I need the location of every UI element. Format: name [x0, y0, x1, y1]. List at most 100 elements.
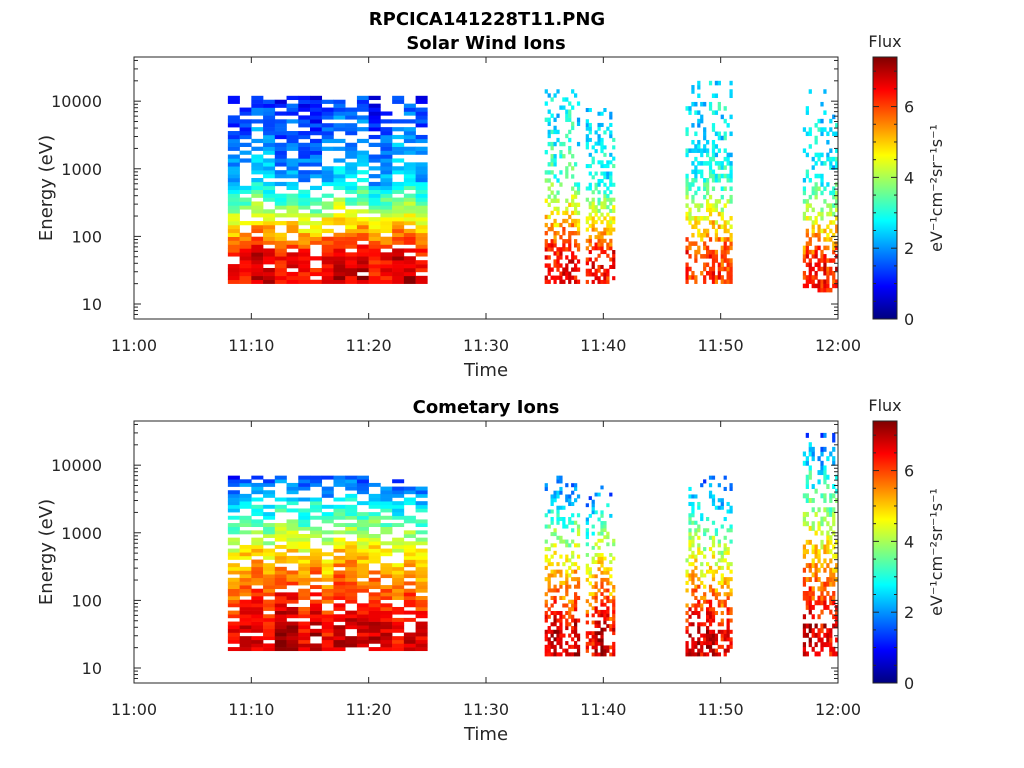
heatmap-cell	[826, 549, 830, 555]
heatmap-cell	[694, 584, 698, 589]
heatmap-cell	[594, 634, 598, 639]
heatmap-cell	[415, 614, 428, 619]
heatmap-cell	[808, 127, 812, 132]
heatmap-cell	[708, 156, 713, 162]
heatmap-cell	[588, 631, 592, 636]
heatmap-cell	[808, 442, 812, 448]
heatmap-cell	[609, 624, 613, 628]
heatmap-cell	[694, 565, 698, 570]
heatmap-cell	[691, 194, 695, 200]
heatmap-cell	[826, 591, 830, 596]
heatmap-cell	[392, 610, 405, 615]
heatmap-cell	[547, 255, 551, 260]
heatmap-cell	[559, 644, 563, 649]
heatmap-cell	[823, 623, 827, 629]
heatmap-cell	[688, 148, 692, 153]
heatmap-cell	[723, 237, 727, 242]
heatmap-cell	[392, 150, 405, 155]
heatmap-cell	[550, 198, 554, 203]
heatmap-cell	[612, 556, 616, 561]
heatmap-cell	[356, 248, 369, 253]
heatmap-cell	[609, 201, 613, 206]
heatmap-cell	[286, 119, 299, 124]
heatmap-cell	[345, 588, 358, 593]
heatmap-cell	[708, 629, 713, 634]
heatmap-cell	[714, 207, 719, 213]
heatmap-cell	[298, 146, 311, 151]
heatmap-cell	[688, 516, 692, 522]
heatmap-cell	[298, 537, 311, 542]
heatmap-cell	[333, 555, 346, 560]
heatmap-cell	[832, 165, 836, 170]
heatmap-cell	[562, 505, 566, 510]
heatmap-cell	[345, 643, 358, 648]
heatmap-cell	[591, 585, 595, 589]
heatmap-cell	[568, 558, 572, 563]
heatmap-cell	[251, 205, 264, 210]
heatmap-cell	[817, 628, 821, 634]
heatmap-cell	[723, 279, 727, 284]
heatmap-cell	[594, 624, 598, 628]
heatmap-cell	[298, 142, 311, 147]
heatmap-cell	[556, 562, 560, 567]
heatmap-cell	[274, 232, 287, 237]
heatmap-cell	[559, 182, 563, 187]
heatmap-cell	[392, 260, 405, 265]
heatmap-cell	[609, 130, 613, 135]
heatmap-cell	[263, 636, 276, 641]
heatmap-cell	[597, 160, 601, 165]
heatmap-cell	[612, 257, 616, 262]
heatmap-cell	[829, 270, 833, 276]
heatmap-cell	[298, 581, 311, 586]
heatmap-cell	[415, 555, 428, 560]
heatmap-cell	[298, 99, 311, 104]
heatmap-cell	[403, 201, 416, 206]
heatmap-cell	[251, 252, 264, 257]
heatmap-cell	[571, 626, 575, 631]
heatmap-cell	[820, 152, 824, 158]
heatmap-cell	[574, 231, 578, 236]
heatmap-cell	[286, 610, 299, 615]
heatmap-cell	[298, 252, 311, 257]
heatmap-cell	[720, 584, 724, 589]
heatmap-cell	[310, 267, 323, 273]
heatmap-cell	[576, 644, 581, 649]
heatmap-cell	[594, 542, 598, 547]
heatmap-cell	[691, 494, 695, 499]
heatmap-cell	[251, 530, 264, 535]
heatmap-cell	[415, 232, 428, 237]
heatmap-cell	[568, 516, 572, 522]
heatmap-cell	[691, 270, 695, 276]
heatmap-cell	[697, 139, 701, 145]
heatmap-cell	[251, 523, 264, 528]
heatmap-cell	[274, 643, 287, 648]
heatmap-cell	[612, 620, 616, 625]
heatmap-cell	[708, 275, 713, 280]
heatmap-cell	[251, 552, 264, 557]
heatmap-cell	[380, 497, 393, 502]
heatmap-cell	[310, 95, 323, 101]
heatmap-cell	[717, 550, 721, 555]
heatmap-cell	[714, 161, 719, 166]
heatmap-cell	[811, 232, 815, 238]
heatmap-cell	[298, 639, 311, 644]
heatmap-cell	[606, 220, 610, 225]
heatmap-cell	[832, 460, 836, 466]
heatmap-cell	[720, 186, 724, 191]
heatmap-cell	[600, 145, 604, 150]
heatmap-cell	[820, 287, 824, 293]
heatmap-cell	[415, 201, 428, 206]
heatmap-cell	[227, 588, 240, 593]
heatmap-cell	[823, 465, 827, 471]
heatmap-cell	[708, 237, 713, 242]
heatmap-cell	[547, 194, 551, 199]
heatmap-cell	[597, 531, 601, 536]
heatmap-cell	[263, 632, 276, 637]
heatmap-cell	[274, 639, 287, 644]
heatmap-cell	[568, 633, 572, 638]
heatmap-cell	[550, 622, 554, 627]
heatmap-cell	[239, 127, 252, 132]
heatmap-cell	[544, 214, 548, 220]
heatmap-cell	[403, 515, 416, 520]
heatmap-cell	[706, 182, 710, 187]
